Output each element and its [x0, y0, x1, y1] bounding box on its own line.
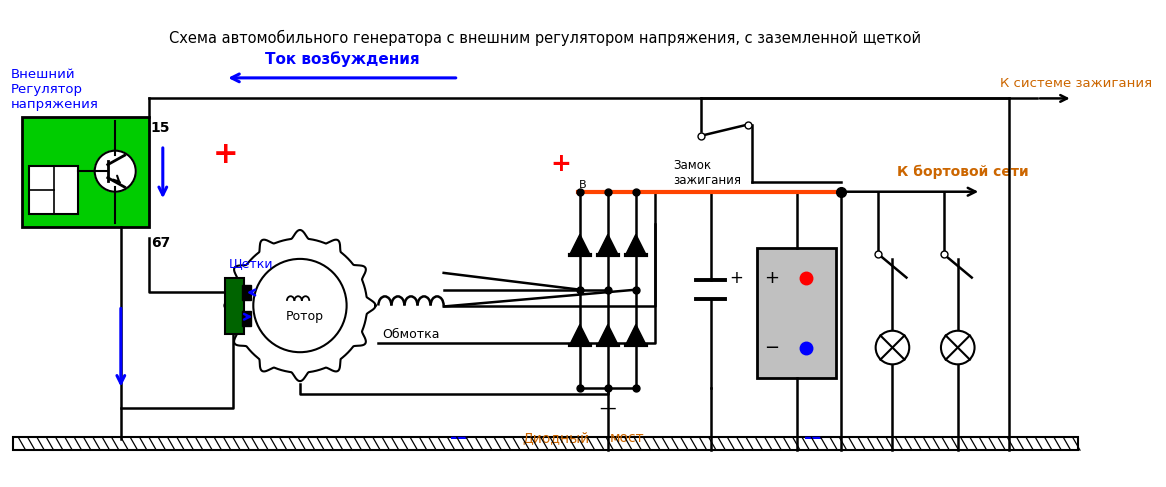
Polygon shape — [570, 324, 590, 345]
Text: −: − — [765, 339, 780, 357]
Polygon shape — [626, 324, 646, 345]
Text: Обмотка: Обмотка — [382, 328, 440, 341]
Circle shape — [253, 259, 346, 352]
Text: 15: 15 — [150, 121, 170, 135]
Text: +: + — [765, 268, 780, 286]
Polygon shape — [626, 234, 646, 255]
Bar — [29, 166, 78, 214]
Text: К бортовой сети: К бортовой сети — [897, 164, 1028, 179]
Polygon shape — [598, 234, 618, 255]
Text: мост: мост — [610, 431, 645, 445]
Text: К системе зажигания: К системе зажигания — [999, 77, 1152, 90]
Text: Ток возбуждения: Ток возбуждения — [265, 51, 420, 67]
Bar — [243, 311, 252, 326]
Text: +: + — [729, 268, 743, 286]
Text: —: — — [805, 429, 822, 447]
Bar — [13, 437, 1079, 450]
Bar — [757, 248, 836, 378]
Text: Диодный: Диодный — [522, 431, 589, 445]
Polygon shape — [598, 324, 618, 345]
Circle shape — [876, 331, 909, 364]
Text: Щетки: Щетки — [229, 257, 273, 270]
Circle shape — [941, 331, 975, 364]
Text: +: + — [550, 152, 571, 176]
Text: +: + — [212, 140, 238, 169]
Bar — [225, 278, 244, 334]
Polygon shape — [224, 230, 375, 381]
Text: B: B — [580, 180, 586, 190]
Polygon shape — [570, 234, 590, 255]
Bar — [22, 117, 149, 227]
Text: Ротор: Ротор — [286, 310, 324, 323]
Text: 67: 67 — [150, 236, 170, 249]
Text: Замок
зажигания: Замок зажигания — [673, 159, 742, 187]
Bar — [243, 285, 252, 300]
Text: —: — — [450, 429, 468, 447]
Text: Схема автомобильного генератора с внешним регулятором напряжения, с заземленной : Схема автомобильного генератора с внешни… — [169, 30, 921, 46]
Circle shape — [94, 150, 135, 192]
Text: —: — — [599, 399, 616, 417]
Text: Внешний
Регулятор
напряжения: Внешний Регулятор напряжения — [10, 68, 99, 111]
